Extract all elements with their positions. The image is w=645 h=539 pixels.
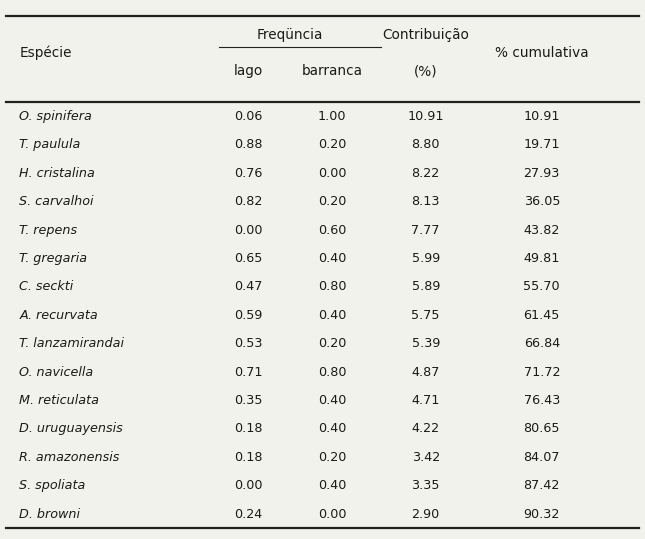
Text: 36.05: 36.05 (524, 195, 560, 208)
Text: 0.40: 0.40 (318, 479, 346, 492)
Text: 0.00: 0.00 (234, 224, 263, 237)
Text: 0.40: 0.40 (318, 252, 346, 265)
Text: T. repens: T. repens (19, 224, 77, 237)
Text: T. paulula: T. paulula (19, 139, 81, 151)
Text: 0.06: 0.06 (234, 110, 263, 123)
Text: 8.13: 8.13 (412, 195, 440, 208)
Text: 10.91: 10.91 (524, 110, 560, 123)
Text: H. cristalina: H. cristalina (19, 167, 95, 180)
Text: 43.82: 43.82 (524, 224, 560, 237)
Text: 87.42: 87.42 (524, 479, 560, 492)
Text: (%): (%) (414, 64, 437, 78)
Text: 0.47: 0.47 (234, 280, 263, 293)
Text: 0.20: 0.20 (318, 451, 346, 464)
Text: 0.82: 0.82 (234, 195, 263, 208)
Text: lago: lago (233, 64, 263, 78)
Text: 0.59: 0.59 (234, 309, 263, 322)
Text: 5.75: 5.75 (412, 309, 440, 322)
Text: S. spoliata: S. spoliata (19, 479, 86, 492)
Text: 4.87: 4.87 (412, 365, 440, 378)
Text: Espécie: Espécie (19, 46, 72, 60)
Text: 0.60: 0.60 (318, 224, 346, 237)
Text: 0.76: 0.76 (234, 167, 263, 180)
Text: 5.89: 5.89 (412, 280, 440, 293)
Text: 5.39: 5.39 (412, 337, 440, 350)
Text: 7.77: 7.77 (412, 224, 440, 237)
Text: S. carvalhoi: S. carvalhoi (19, 195, 94, 208)
Text: 8.80: 8.80 (412, 139, 440, 151)
Text: barranca: barranca (302, 64, 362, 78)
Text: 0.20: 0.20 (318, 337, 346, 350)
Text: 80.65: 80.65 (524, 423, 560, 436)
Text: Freqüncia: Freqüncia (257, 28, 323, 42)
Text: 49.81: 49.81 (524, 252, 560, 265)
Text: 0.80: 0.80 (318, 365, 346, 378)
Text: 10.91: 10.91 (408, 110, 444, 123)
Text: T. gregaria: T. gregaria (19, 252, 88, 265)
Text: 66.84: 66.84 (524, 337, 560, 350)
Text: 61.45: 61.45 (524, 309, 560, 322)
Text: O. navicella: O. navicella (19, 365, 94, 378)
Text: 0.20: 0.20 (318, 195, 346, 208)
Text: 0.18: 0.18 (234, 423, 263, 436)
Text: Contribuição: Contribuição (382, 28, 469, 42)
Text: 0.40: 0.40 (318, 309, 346, 322)
Text: M. reticulata: M. reticulata (19, 394, 99, 407)
Text: 0.35: 0.35 (234, 394, 263, 407)
Text: 0.40: 0.40 (318, 423, 346, 436)
Text: 27.93: 27.93 (524, 167, 560, 180)
Text: 0.71: 0.71 (234, 365, 263, 378)
Text: D. uruguayensis: D. uruguayensis (19, 423, 123, 436)
Text: 5.99: 5.99 (412, 252, 440, 265)
Text: 3.35: 3.35 (412, 479, 440, 492)
Text: 3.42: 3.42 (412, 451, 440, 464)
Text: 0.00: 0.00 (318, 167, 346, 180)
Text: 76.43: 76.43 (524, 394, 560, 407)
Text: 0.88: 0.88 (234, 139, 263, 151)
Text: C. seckti: C. seckti (19, 280, 74, 293)
Text: 8.22: 8.22 (412, 167, 440, 180)
Text: 4.22: 4.22 (412, 423, 440, 436)
Text: 0.80: 0.80 (318, 280, 346, 293)
Text: D. browni: D. browni (19, 508, 81, 521)
Text: 90.32: 90.32 (524, 508, 560, 521)
Text: % cumulativa: % cumulativa (495, 46, 589, 60)
Text: 0.40: 0.40 (318, 394, 346, 407)
Text: 0.20: 0.20 (318, 139, 346, 151)
Text: 71.72: 71.72 (524, 365, 560, 378)
Text: 0.00: 0.00 (318, 508, 346, 521)
Text: 0.24: 0.24 (234, 508, 263, 521)
Text: T. lanzamirandai: T. lanzamirandai (19, 337, 124, 350)
Text: 4.71: 4.71 (412, 394, 440, 407)
Text: 0.65: 0.65 (234, 252, 263, 265)
Text: 19.71: 19.71 (524, 139, 560, 151)
Text: 0.00: 0.00 (234, 479, 263, 492)
Text: 2.90: 2.90 (412, 508, 440, 521)
Text: 55.70: 55.70 (524, 280, 560, 293)
Text: 84.07: 84.07 (524, 451, 560, 464)
Text: 0.18: 0.18 (234, 451, 263, 464)
Text: A. recurvata: A. recurvata (19, 309, 98, 322)
Text: O. spinifera: O. spinifera (19, 110, 92, 123)
Text: 1.00: 1.00 (318, 110, 346, 123)
Text: 0.53: 0.53 (234, 337, 263, 350)
Text: R. amazonensis: R. amazonensis (19, 451, 120, 464)
